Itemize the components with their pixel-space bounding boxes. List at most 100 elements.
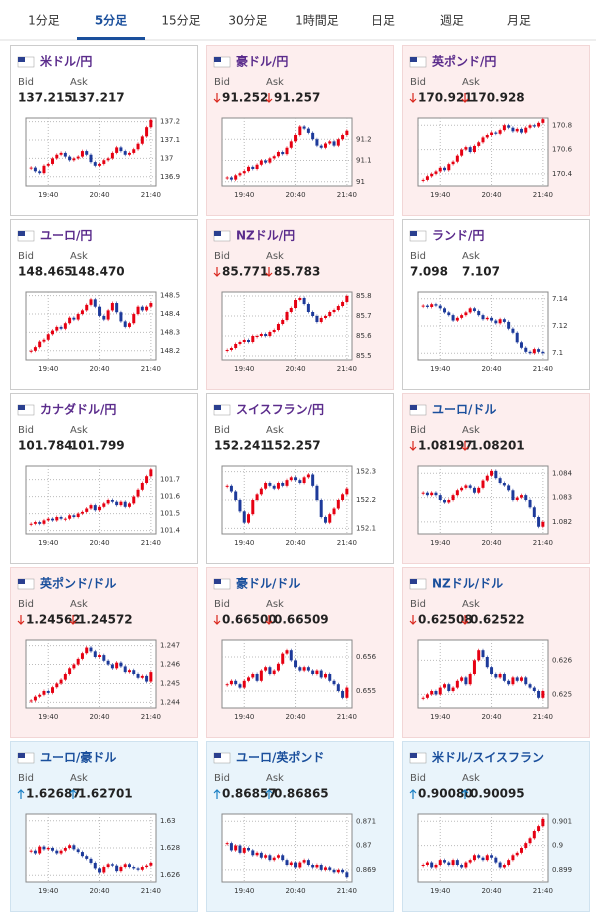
candle [464, 677, 468, 685]
tab[interactable]: 5分足 [95, 13, 127, 28]
candle [494, 674, 498, 678]
candle [127, 323, 131, 327]
y-tick-label: 101.4 [160, 527, 181, 535]
candle [285, 650, 289, 654]
candle [306, 860, 310, 865]
candle [145, 675, 149, 682]
ask-value: 1.62701 [78, 787, 133, 801]
tab[interactable]: 15分足 [161, 14, 200, 28]
trend-arrow [265, 93, 273, 103]
pair-name[interactable]: ユーロ/ドル [432, 403, 496, 417]
pair-name[interactable]: NZドル/円 [236, 229, 295, 243]
pair-name[interactable]: 豪ドル/ドル [236, 576, 300, 591]
candle [72, 664, 76, 669]
pair-name[interactable]: 英ポンド/円 [432, 54, 496, 69]
candle [55, 326, 59, 331]
pair-name[interactable]: 米ドル/スイスフラン [432, 750, 544, 765]
candle [425, 862, 429, 865]
flag-part [410, 231, 417, 236]
bid-value: 0.66500 [222, 613, 277, 627]
candle [455, 490, 459, 496]
trend-arrow [461, 615, 469, 625]
candle [528, 838, 532, 844]
candle [425, 492, 429, 496]
pair-name[interactable]: カナダドル/円 [40, 402, 116, 417]
pair-name[interactable]: ユーロ/円 [40, 229, 92, 243]
candle [119, 867, 123, 872]
chart-frame [25, 813, 157, 883]
pair-name[interactable]: 米ドル/円 [40, 54, 92, 69]
x-tick-label: 21:40 [337, 887, 357, 895]
bid-label: Bid [214, 251, 230, 262]
tab[interactable]: 月足 [507, 14, 531, 28]
candle [110, 664, 114, 669]
candle [59, 850, 63, 854]
candle [132, 314, 136, 324]
y-tick-label: 0.656 [356, 653, 377, 661]
candle [524, 495, 528, 500]
candle [255, 164, 259, 169]
tab-underline [77, 37, 145, 40]
candle [268, 667, 272, 674]
candle [485, 475, 489, 481]
candle [537, 122, 541, 127]
tab[interactable]: 1分足 [28, 14, 60, 28]
candle [140, 306, 144, 311]
tab[interactable]: 1時間足 [295, 14, 339, 28]
candle [51, 518, 55, 521]
candle [238, 500, 242, 512]
bid-value: 148.465 [18, 265, 73, 279]
x-tick-label: 19:40 [234, 365, 254, 373]
candle [481, 480, 485, 488]
candle [255, 852, 259, 856]
candle [477, 650, 481, 661]
candle [515, 497, 519, 500]
x-tick-label: 20:40 [285, 365, 305, 373]
tab[interactable]: 30分足 [228, 14, 267, 28]
candle [38, 522, 42, 524]
ask-label: Ask [70, 77, 88, 88]
candle [272, 156, 276, 159]
candle [294, 300, 298, 308]
candle [451, 687, 455, 691]
candle [110, 303, 114, 311]
pair-name[interactable]: 英ポンド/ドル [40, 576, 116, 591]
candle [225, 350, 229, 351]
pair-name[interactable]: ユーロ/豪ドル [40, 750, 116, 765]
y-tick-label: 148.2 [160, 347, 180, 355]
candle [421, 305, 425, 307]
candle [80, 511, 84, 514]
candle [42, 846, 46, 850]
candle [98, 306, 102, 316]
x-tick-label: 19:40 [430, 887, 450, 895]
candle [306, 304, 310, 312]
candle [29, 350, 33, 352]
candle [242, 848, 246, 853]
candle [264, 334, 268, 336]
candle [255, 336, 259, 337]
candle [319, 670, 323, 678]
y-tick-label: 85.6 [356, 332, 372, 340]
pair-name[interactable]: ユーロ/英ポンド [236, 750, 324, 765]
ask-label: Ask [462, 425, 480, 436]
tab[interactable]: 週足 [440, 14, 464, 28]
flag-part [18, 57, 25, 62]
candle [468, 485, 472, 488]
pair-name[interactable]: スイスフラン/円 [236, 403, 324, 417]
candle [55, 850, 59, 854]
candle [332, 508, 336, 515]
candle [311, 312, 315, 316]
candle [494, 857, 498, 863]
pair-name[interactable]: NZドル/ドル [432, 577, 503, 591]
x-tick-label: 20:40 [89, 887, 109, 895]
tab[interactable]: 日足 [371, 14, 395, 28]
candle [289, 650, 293, 661]
candle [524, 843, 528, 848]
candle [434, 171, 438, 174]
candle [443, 167, 447, 171]
pair-name[interactable]: 豪ドル/円 [236, 54, 288, 69]
candle [319, 865, 323, 870]
pair-name[interactable]: ランド/円 [432, 229, 484, 243]
candle [306, 128, 310, 133]
candle [80, 310, 84, 315]
